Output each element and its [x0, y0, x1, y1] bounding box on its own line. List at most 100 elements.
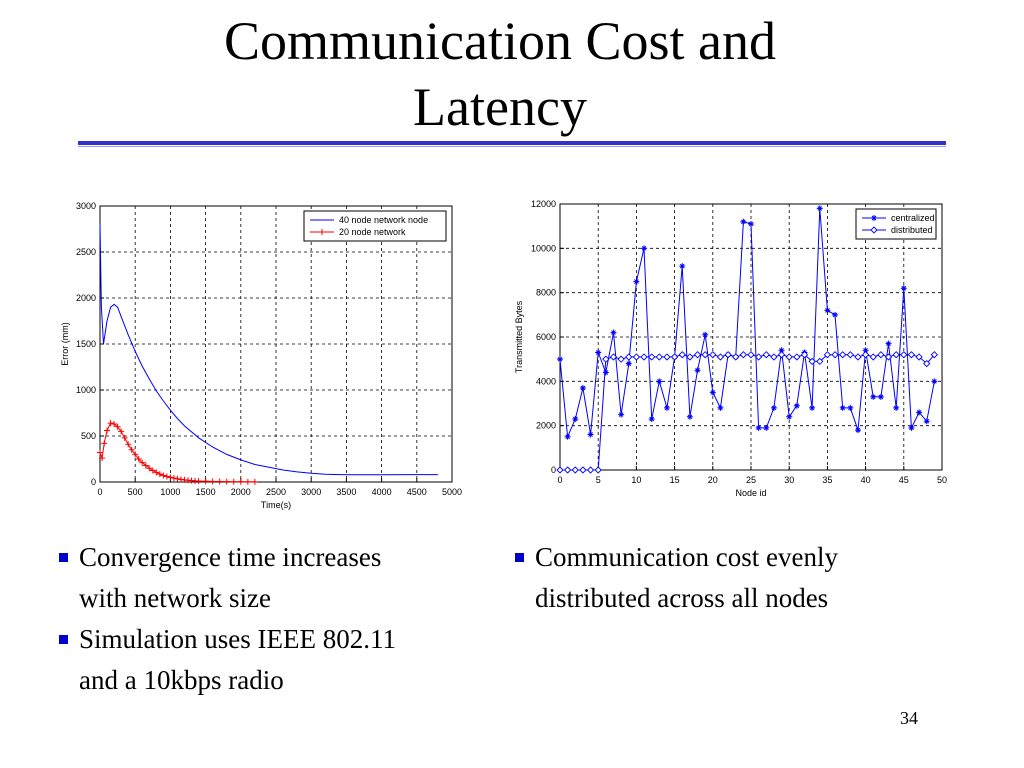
data-point	[908, 424, 915, 431]
x-tick-label: 0	[97, 487, 102, 497]
transmitted-bytes-chart: 0 5 10 15 20 25 30 35 40 45 50 0 2000 4000 6000 8000 100…	[514, 199, 947, 498]
data-point	[648, 416, 655, 423]
data-point	[648, 353, 656, 361]
legend-box	[303, 210, 447, 242]
bullet-list-left: Convergence time increases with network …	[57, 537, 497, 701]
data-point	[847, 404, 854, 411]
series-line	[560, 354, 935, 471]
bullet-text: Convergence time increases	[79, 542, 382, 572]
data-point	[869, 353, 877, 361]
slide-title: Communication Cost and Latency	[100, 8, 900, 140]
data-point	[594, 466, 602, 474]
data-point	[101, 440, 108, 447]
x-tick-label: 40	[861, 475, 871, 485]
data-point	[572, 416, 579, 423]
data-point	[139, 459, 146, 466]
y-tick-label: 10000	[531, 243, 556, 253]
data-point	[641, 245, 648, 252]
series-1	[557, 205, 938, 440]
data-point	[111, 421, 118, 428]
data-point	[724, 351, 732, 359]
data-point	[793, 402, 800, 409]
data-point	[625, 360, 632, 367]
data-point	[885, 340, 892, 347]
x-tick-label: 1000	[160, 487, 180, 497]
y-tick-label: 0	[551, 465, 556, 475]
data-point	[809, 404, 816, 411]
x-tick-label: 45	[899, 475, 909, 485]
data-point	[170, 475, 177, 482]
data-point	[632, 353, 641, 361]
x-axis-label: Node id	[735, 488, 766, 498]
data-point	[839, 351, 847, 359]
x-tick-label: 0	[557, 475, 562, 485]
bullet-text-continued: and a 10kbps radio	[79, 665, 284, 695]
data-point	[132, 451, 139, 458]
data-point	[125, 441, 132, 448]
data-point	[717, 404, 724, 411]
series-line	[99, 224, 438, 476]
bullet-item: Communication cost evenly distributed ac…	[513, 537, 953, 619]
data-point	[595, 349, 602, 356]
data-point	[702, 331, 709, 338]
y-tick-label: 12000	[531, 199, 556, 209]
data-point	[709, 351, 717, 359]
data-point	[216, 478, 223, 485]
data-point	[564, 433, 571, 440]
y-tick-label: 8000	[536, 288, 556, 298]
data-point	[854, 427, 861, 434]
data-point	[135, 456, 142, 462]
data-point	[893, 404, 900, 411]
data-point	[778, 347, 785, 354]
x-tick-label: 35	[822, 475, 832, 485]
legend: 40 node network node 20 node network	[303, 210, 447, 242]
data-point	[244, 478, 251, 485]
data-point	[163, 473, 170, 480]
data-point	[839, 404, 846, 411]
data-point	[701, 351, 709, 359]
slide-title-line-2: Latency	[413, 77, 587, 137]
x-tick-label: 2500	[266, 487, 286, 497]
series-2	[97, 420, 258, 485]
data-point	[786, 413, 793, 420]
data-point	[114, 423, 121, 430]
data-point	[900, 285, 907, 292]
data-point	[892, 351, 900, 359]
y-tick-label: 500	[81, 431, 96, 441]
data-point	[156, 471, 163, 478]
data-point	[740, 218, 747, 225]
bullet-list-right: Communication cost evenly distributed ac…	[513, 537, 953, 619]
bullet-text: Communication cost evenly	[535, 542, 838, 572]
data-point	[686, 353, 694, 361]
y-tick-label: 0	[91, 477, 96, 487]
page-number: 34	[900, 708, 918, 728]
data-point	[251, 478, 258, 485]
data-point	[916, 409, 923, 416]
data-point	[656, 378, 663, 385]
data-point	[915, 353, 923, 361]
data-point	[777, 351, 786, 359]
data-point	[663, 353, 671, 361]
bullet-text: Simulation uses IEEE 802.11	[79, 624, 396, 654]
data-point	[160, 472, 167, 479]
data-point	[823, 351, 832, 359]
bullet-text-continued: distributed across all nodes	[535, 583, 829, 613]
data-point	[755, 353, 763, 361]
data-point	[655, 353, 663, 361]
data-point	[770, 404, 777, 411]
data-point	[625, 353, 633, 361]
data-point	[319, 229, 325, 235]
legend-label: centralized	[891, 213, 935, 223]
x-tick-label: 2000	[231, 487, 251, 497]
bullet-text-continued: with network size	[79, 583, 271, 613]
data-point	[923, 359, 931, 368]
data-point	[709, 389, 716, 396]
data-point	[209, 478, 216, 485]
x-axis-label: Time(s)	[261, 500, 291, 510]
data-point	[610, 329, 617, 336]
data-point	[770, 353, 778, 361]
data-point	[230, 478, 237, 485]
data-point	[877, 393, 884, 400]
data-point	[900, 351, 908, 359]
data-point	[107, 420, 114, 427]
